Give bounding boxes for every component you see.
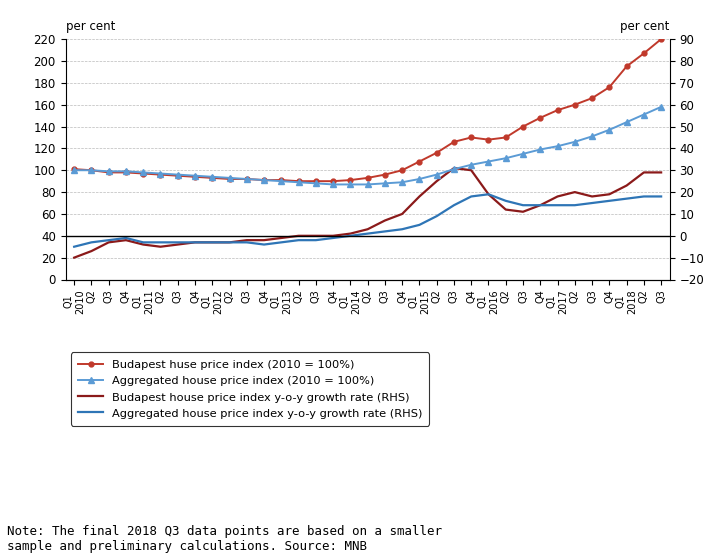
Legend: Budapest huse price index (2010 = 100%), Aggregated house price index (2010 = 10: Budapest huse price index (2010 = 100%),…: [71, 353, 430, 425]
Text: Note: The final 2018 Q3 data points are based on a smaller
sample and preliminar: Note: The final 2018 Q3 data points are …: [7, 525, 443, 553]
Text: per cent: per cent: [66, 20, 115, 33]
Text: per cent: per cent: [620, 20, 670, 33]
